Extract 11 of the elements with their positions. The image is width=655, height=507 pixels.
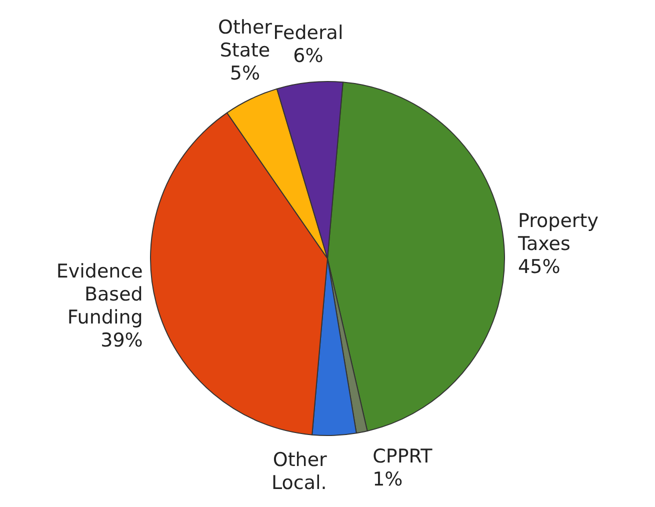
slice-label: Federal xyxy=(273,22,344,44)
slice-label: Evidence Based Funding xyxy=(56,260,143,329)
slice-label: Other State xyxy=(218,16,272,62)
data-label: 1% xyxy=(372,468,403,490)
data-label: 39% xyxy=(100,330,143,352)
data-label: 45% xyxy=(518,256,560,278)
slice-label: Other Local. xyxy=(272,448,328,494)
data-label: 5% xyxy=(230,62,260,85)
data-label: 6% xyxy=(293,44,324,67)
slice-label: Property Taxes xyxy=(517,210,598,256)
slice-label: CPPRT xyxy=(372,445,433,468)
